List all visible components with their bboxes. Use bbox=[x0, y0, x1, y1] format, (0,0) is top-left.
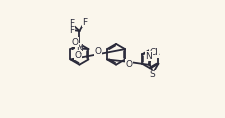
Text: +: + bbox=[78, 44, 84, 49]
Text: F: F bbox=[82, 18, 87, 27]
Text: F: F bbox=[69, 26, 74, 35]
Text: S: S bbox=[150, 70, 155, 79]
Text: Cl: Cl bbox=[150, 48, 159, 57]
Text: F: F bbox=[69, 19, 74, 28]
Text: N: N bbox=[145, 52, 152, 61]
Text: O: O bbox=[71, 38, 78, 47]
Text: ⁻: ⁻ bbox=[78, 53, 82, 58]
Text: O: O bbox=[94, 47, 101, 56]
Text: O: O bbox=[126, 60, 133, 69]
Text: O: O bbox=[74, 51, 81, 60]
Text: N: N bbox=[76, 44, 83, 53]
